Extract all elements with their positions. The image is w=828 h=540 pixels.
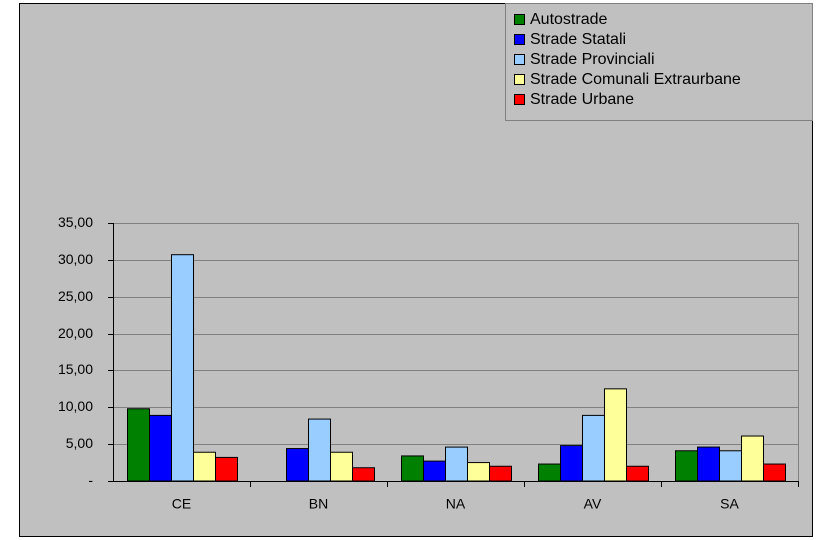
bar	[171, 254, 194, 482]
bar	[538, 463, 561, 482]
x-tick-label: BN	[309, 496, 328, 512]
bar	[149, 414, 172, 482]
bar	[127, 408, 150, 482]
plot-area: - 5,00 10,00 15,00 20,00 25,00 30,00 35,00 CE BN N…	[58, 214, 799, 512]
bar	[763, 463, 786, 482]
legend-swatch	[514, 14, 525, 25]
legend: Autostrade Strade Statali Strade Provincia…	[505, 3, 813, 121]
y-tick-label: 5,00	[66, 435, 93, 451]
legend-box	[505, 3, 813, 121]
legend-label: Strade Urbane	[530, 91, 634, 108]
x-tick-label: NA	[446, 496, 466, 512]
legend-label: Strade Statali	[530, 31, 626, 48]
legend-swatch	[514, 54, 525, 65]
bar	[286, 448, 309, 482]
legend-label: Strade Comunali Extraurbane	[530, 71, 741, 88]
bar	[626, 465, 649, 482]
bar	[697, 446, 720, 482]
bar	[582, 414, 605, 482]
y-tick-label: 15,00	[58, 361, 93, 377]
legend-label: Autostrade	[530, 11, 607, 28]
x-tick-label: SA	[720, 496, 739, 512]
bar	[193, 451, 216, 482]
bar	[445, 446, 468, 482]
bar	[741, 435, 764, 482]
legend-swatch	[514, 94, 525, 105]
x-tick-label: AV	[584, 496, 602, 512]
bar	[489, 465, 512, 482]
y-tick-label: -	[88, 472, 93, 488]
x-tick-label: CE	[172, 496, 191, 512]
y-tick-label: 25,00	[58, 288, 93, 304]
y-tick-label: 20,00	[58, 325, 93, 341]
bar	[330, 451, 353, 482]
y-tick-label: 30,00	[58, 251, 93, 267]
legend-swatch	[514, 74, 525, 85]
bar	[719, 450, 742, 482]
bar	[352, 467, 375, 482]
legend-swatch	[514, 34, 525, 45]
legend-label: Strade Provinciali	[530, 51, 655, 68]
bar	[604, 388, 627, 482]
bar	[308, 418, 331, 482]
bar	[401, 455, 424, 482]
bar	[560, 445, 583, 482]
bar	[423, 460, 446, 482]
y-tick-label: 35,00	[58, 214, 93, 230]
bar	[675, 450, 698, 482]
bar	[215, 456, 238, 482]
y-tick-label: 10,00	[58, 398, 93, 414]
bar	[467, 462, 490, 482]
